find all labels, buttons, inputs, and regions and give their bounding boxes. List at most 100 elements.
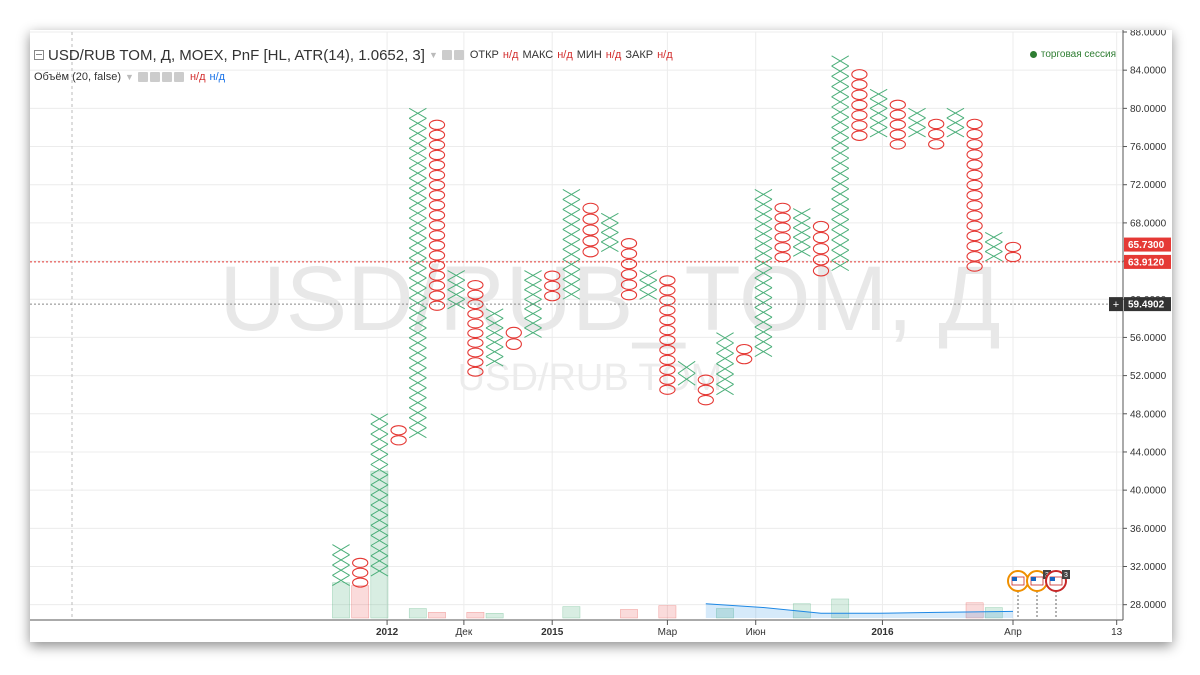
price-badge-label: 63.9120 <box>1128 257 1165 268</box>
o-box <box>428 119 446 131</box>
x-box <box>485 308 504 319</box>
x-box <box>792 236 811 248</box>
o-box <box>352 567 369 578</box>
settings-icon[interactable] <box>149 72 160 82</box>
o-column <box>812 220 830 277</box>
x-box <box>831 157 850 169</box>
y-tick-label: 88.0000 <box>1130 30 1167 39</box>
x-box <box>754 316 773 328</box>
add-icon[interactable] <box>161 72 172 82</box>
y-tick-label: 72.0000 <box>1130 180 1167 191</box>
x-box <box>562 268 581 280</box>
o-column <box>889 99 906 150</box>
x-box <box>408 367 427 379</box>
x-box <box>447 298 466 310</box>
x-column <box>831 55 850 272</box>
o-column <box>966 118 983 272</box>
x-box <box>370 524 389 536</box>
x-box <box>600 241 619 252</box>
o-box <box>966 139 983 150</box>
x-box <box>408 137 427 149</box>
chart-header: USD/RUB TOM, Д, MOEX, PnF [HL, ATR(14), … <box>34 44 673 66</box>
x-box <box>600 212 619 224</box>
x-box <box>408 327 427 339</box>
x-box <box>370 555 389 567</box>
volume-bar <box>984 607 1003 619</box>
x-box <box>408 407 427 419</box>
x-column <box>600 212 619 252</box>
o-box <box>812 265 830 277</box>
o-box <box>467 366 484 377</box>
x-box <box>716 342 734 354</box>
price-badge <box>1124 254 1171 269</box>
o-box <box>659 364 676 375</box>
o-box <box>851 89 868 101</box>
y-tick-label: 52.0000 <box>1130 371 1167 382</box>
x-box <box>408 357 427 369</box>
indicator-legend: Объём (20, false) ▼ н/д н/д <box>34 69 225 85</box>
format-icon[interactable] <box>453 50 464 60</box>
pnf-series <box>332 55 1022 588</box>
symbol-title[interactable]: USD/RUB TOM, Д, MOEX, PnF [HL, ATR(14), … <box>48 46 425 64</box>
x-box <box>754 228 773 240</box>
o-box <box>774 232 791 243</box>
o-box <box>620 238 638 249</box>
x-box <box>946 117 965 128</box>
o-column <box>736 343 753 365</box>
o-box <box>697 384 714 396</box>
o-box <box>428 129 446 141</box>
o-box <box>544 290 561 302</box>
y-tick-label: 28.0000 <box>1130 600 1167 611</box>
watermark-symbol: USD/RUB_TOM, Д <box>219 248 1000 350</box>
o-column <box>467 280 484 377</box>
o-box <box>467 337 484 348</box>
x-column <box>447 270 466 310</box>
close-icon[interactable] <box>173 72 184 82</box>
o-box <box>659 384 676 395</box>
o-box <box>582 213 599 225</box>
chevron-down-icon[interactable]: ▼ <box>428 50 438 60</box>
x-box <box>408 177 427 189</box>
x-box <box>716 363 734 375</box>
y-tick-label: 68.0000 <box>1130 218 1167 229</box>
x-box <box>831 137 850 149</box>
x-box <box>408 387 427 399</box>
x-box <box>332 544 350 556</box>
x-box <box>600 222 619 233</box>
o-box <box>851 99 868 111</box>
o-box <box>812 254 830 266</box>
x-box <box>370 474 389 486</box>
x-box <box>984 232 1003 243</box>
o-box <box>582 246 599 258</box>
x-box <box>332 564 350 576</box>
chart-canvas[interactable]: USD/RUB_TOM, Д USD/RUB TOM 33 88.0000 84.000… <box>30 30 1172 642</box>
x-column <box>524 270 542 338</box>
x-column <box>562 189 581 300</box>
x-box <box>524 289 542 300</box>
x-box <box>831 86 850 98</box>
o-box <box>659 334 676 346</box>
y-tick-label: 48.0000 <box>1130 409 1167 420</box>
x-box <box>754 267 773 279</box>
o-box <box>428 159 446 171</box>
o-box <box>428 169 446 181</box>
o-box <box>390 425 407 436</box>
volume-bar <box>965 602 984 619</box>
x-box <box>754 326 773 338</box>
x-box <box>869 98 888 109</box>
o-box <box>620 258 638 270</box>
o-box <box>889 129 906 140</box>
y-tick-label: 44.0000 <box>1130 447 1167 458</box>
o-box <box>1004 251 1022 263</box>
collapse-icon[interactable] <box>34 50 44 60</box>
chevron-down-icon[interactable]: ▼ <box>125 72 134 82</box>
x-box <box>754 208 773 220</box>
x-box <box>524 270 542 281</box>
x-tick-label: Апр <box>1004 627 1022 638</box>
settings-icon[interactable] <box>441 50 452 60</box>
x-tick-label: 13 <box>1111 627 1123 638</box>
o-box <box>774 212 791 223</box>
o-box <box>428 230 446 241</box>
eye-icon[interactable] <box>137 72 148 82</box>
volume-indicator-label[interactable]: Объём (20, false) <box>34 71 122 83</box>
